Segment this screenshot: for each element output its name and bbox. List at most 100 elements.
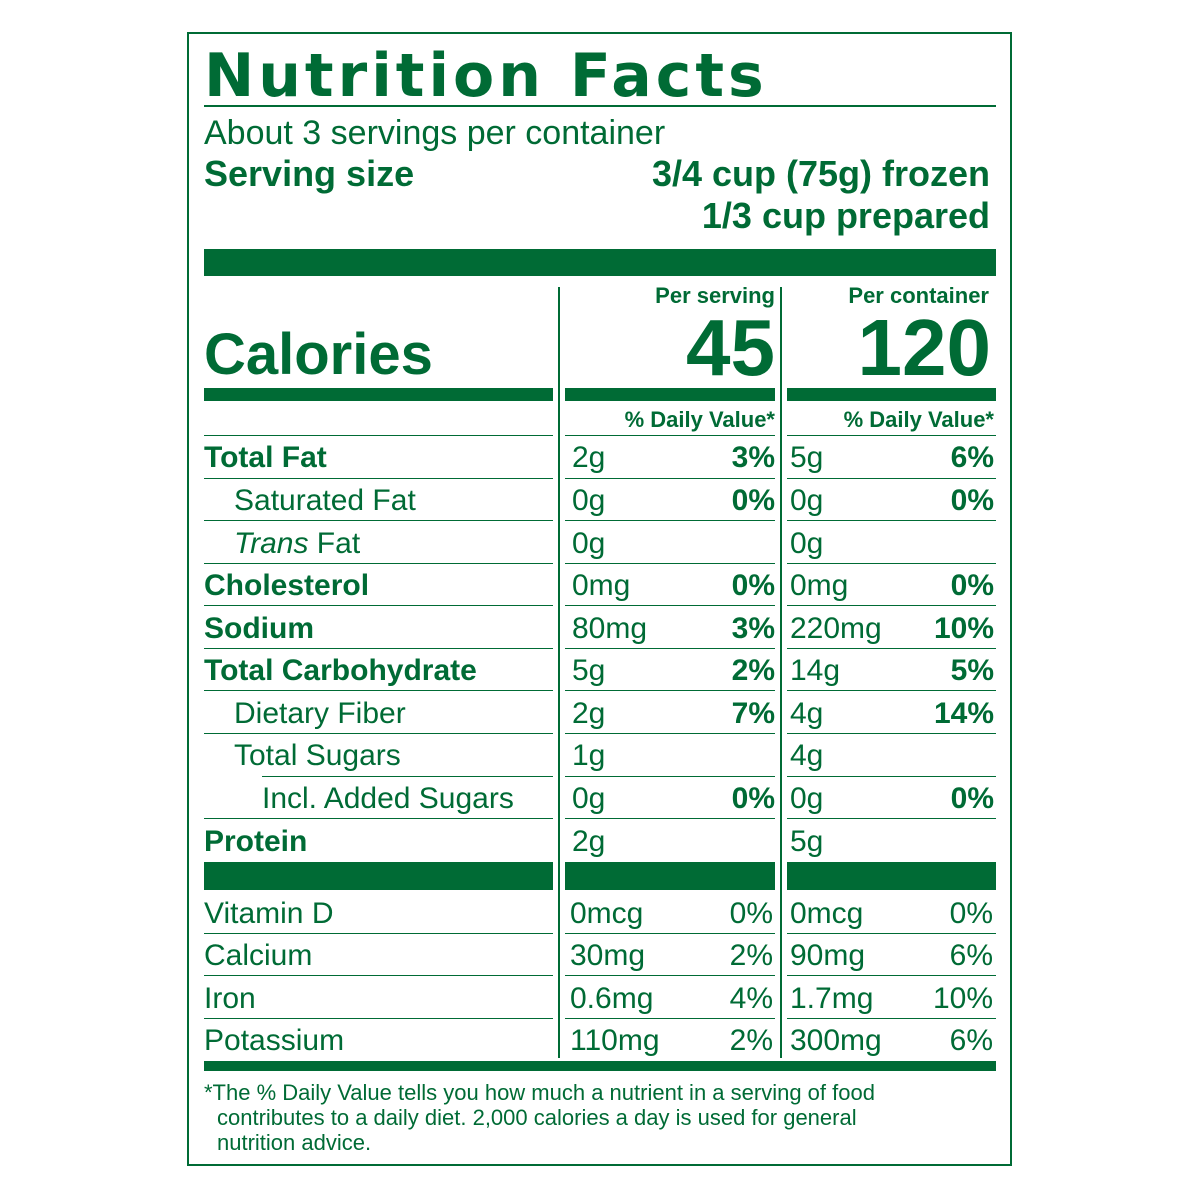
trans-fat-serving-amount: 0g xyxy=(572,527,606,560)
added-sugars-container-amount: 0g xyxy=(790,782,824,815)
sodium-container-amount: 220mg xyxy=(790,612,882,645)
vitamin-bar-mid xyxy=(565,862,775,890)
iron-serving-dv: 4% xyxy=(729,982,773,1015)
sodium-serving-amount: 80mg xyxy=(572,612,648,645)
nutrient-label-total-sugars: Total Sugars xyxy=(234,739,401,772)
cholesterol-container-amount: 0mg xyxy=(790,569,849,602)
row-rule xyxy=(204,1018,553,1019)
vitamin-label-calcium: Calcium xyxy=(204,939,313,972)
dietary-fiber-container-amount: 4g xyxy=(790,697,824,730)
total-carbohydrate-serving-dv: 2% xyxy=(731,654,775,687)
total-sugars-container-amount: 4g xyxy=(790,739,824,772)
trans-fat-container-amount: 0g xyxy=(790,527,824,560)
total-carbohydrate-container-amount: 14g xyxy=(790,654,841,687)
row-rule xyxy=(565,605,775,606)
vitamin-bar-right xyxy=(787,862,996,890)
potassium-container-dv: 6% xyxy=(949,1024,993,1057)
potassium-serving-amount: 110mg xyxy=(570,1024,660,1057)
iron-container-dv: 10% xyxy=(932,982,993,1015)
calcium-container-amount: 90mg xyxy=(790,939,866,972)
total-fat-serving-amount: 2g xyxy=(572,441,606,474)
vitamin-bar-left xyxy=(204,862,553,890)
cholesterol-serving-amount: 0mg xyxy=(572,569,631,602)
dv-header-container: % Daily Value* xyxy=(843,407,994,432)
calories-label: Calories xyxy=(204,322,433,387)
row-rule xyxy=(787,818,996,819)
row-rule xyxy=(787,478,996,479)
protein-serving-amount: 2g xyxy=(572,825,606,858)
dietary-fiber-container-dv: 14% xyxy=(933,697,994,730)
row-rule xyxy=(204,563,553,564)
row-rule xyxy=(787,1018,996,1019)
row-rule xyxy=(787,563,996,564)
row-rule xyxy=(565,776,775,777)
row-rule xyxy=(204,435,553,436)
row-rule xyxy=(787,605,996,606)
vitamin-d-serving-dv: 0% xyxy=(729,897,773,930)
row-rule xyxy=(787,776,996,777)
row-rule xyxy=(262,776,553,777)
serving-size-prepared: 1/3 cup prepared xyxy=(701,195,990,236)
total-fat-container-amount: 5g xyxy=(790,441,824,474)
row-rule xyxy=(204,478,553,479)
saturated-fat-container-dv: 0% xyxy=(950,484,994,517)
added-sugars-serving-amount: 0g xyxy=(572,782,606,815)
trans-rest: Fat xyxy=(308,527,361,560)
row-rule xyxy=(787,933,996,934)
row-rule xyxy=(787,435,996,436)
cholesterol-container-dv: 0% xyxy=(950,569,994,602)
row-rule xyxy=(204,933,553,934)
nutrient-label-total-carbohydrate: Total Carbohydrate xyxy=(204,654,477,687)
saturated-fat-serving-dv: 0% xyxy=(731,484,775,517)
serving-size-label: Serving size xyxy=(204,153,415,194)
per-serving-header: Per serving xyxy=(655,283,775,308)
calories-per-serving: 45 xyxy=(686,303,775,392)
row-rule xyxy=(204,733,553,734)
calcium-container-dv: 6% xyxy=(949,939,993,972)
total-fat-serving-dv: 3% xyxy=(731,441,775,474)
sodium-serving-dv: 3% xyxy=(731,612,775,645)
vitamin-label-iron: Iron xyxy=(204,982,256,1015)
footnote-line-1: *The % Daily Value tells you how much a … xyxy=(204,1080,875,1105)
label-title: Nutrition Facts xyxy=(204,41,768,111)
iron-container-amount: 1.7mg xyxy=(790,982,874,1015)
footnote-line-3: nutrition advice. xyxy=(217,1130,372,1155)
column-divider-right xyxy=(780,287,782,1058)
thick-divider xyxy=(204,249,996,276)
row-rule xyxy=(204,690,553,691)
row-rule xyxy=(565,520,775,521)
saturated-fat-serving-amount: 0g xyxy=(572,484,606,517)
potassium-serving-dv: 2% xyxy=(729,1024,773,1057)
row-rule xyxy=(565,478,775,479)
dietary-fiber-serving-amount: 2g xyxy=(572,697,606,730)
nutrient-label-saturated-fat: Saturated Fat xyxy=(234,484,416,517)
column-divider-left xyxy=(558,287,560,1058)
added-sugars-serving-dv: 0% xyxy=(731,782,775,815)
dv-header-serving: % Daily Value* xyxy=(624,407,775,432)
nutrient-label-sodium: Sodium xyxy=(204,612,314,645)
nutrient-label-dietary-fiber: Dietary Fiber xyxy=(234,697,406,730)
iron-serving-amount: 0.6mg xyxy=(570,982,654,1015)
calcium-serving-amount: 30mg xyxy=(570,939,646,972)
row-rule xyxy=(787,648,996,649)
calories-per-container: 120 xyxy=(857,303,991,392)
total-sugars-serving-amount: 1g xyxy=(572,739,606,772)
calories-bar-left xyxy=(204,388,553,401)
title-rule xyxy=(204,105,996,107)
trans-italic: Trans xyxy=(234,527,309,560)
row-rule xyxy=(565,435,775,436)
row-rule xyxy=(565,733,775,734)
added-sugars-container-dv: 0% xyxy=(950,782,994,815)
servings-per-container: About 3 servings per container xyxy=(204,114,666,152)
nutrient-label-protein: Protein xyxy=(204,825,308,858)
footnote-divider xyxy=(204,1061,996,1071)
row-rule xyxy=(565,1018,775,1019)
total-carbohydrate-serving-amount: 5g xyxy=(572,654,606,687)
row-rule xyxy=(565,648,775,649)
row-rule xyxy=(787,733,996,734)
row-rule xyxy=(565,563,775,564)
row-rule xyxy=(204,648,553,649)
calories-bar-right xyxy=(787,388,996,401)
nutrient-label-trans-fat: Trans Fat xyxy=(234,524,360,564)
calcium-serving-dv: 2% xyxy=(729,939,773,972)
